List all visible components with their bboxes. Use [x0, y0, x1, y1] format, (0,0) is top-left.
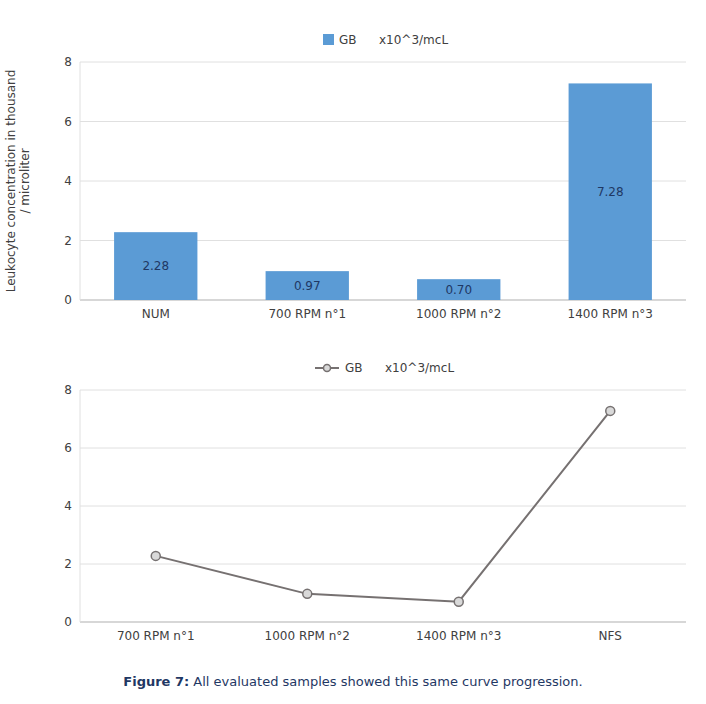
chart-line: 0 2 4 6 8 700 RPM n°1 1000 RPM n°2 1400 RPM n°3… — [64, 361, 686, 689]
caption-part: All evaluated samples showed this same c… — [189, 674, 583, 689]
grid-line — [80, 506, 686, 507]
figure: 0 2 4 6 8 NUM 700 RPM n°1 1000 RPM n°2 1400 RPM … — [0, 0, 706, 704]
data-labels: 2.28 0.97 0.70 7.28 — [142, 185, 623, 297]
y-axis-label-line: Leukocyte concentration in thousand — [4, 70, 18, 293]
x-tick-label: 1400 RPM n°3 — [416, 629, 501, 643]
bar — [266, 271, 349, 300]
grid-line — [80, 564, 686, 565]
marks — [114, 83, 652, 300]
data-label: 0.97 — [294, 279, 321, 293]
y-tick-label: 6 — [64, 441, 72, 455]
x-tick-label: 1000 RPM n°2 — [416, 307, 501, 321]
grid-line — [80, 62, 686, 63]
y-axis-line — [80, 62, 81, 300]
bar — [417, 279, 500, 300]
legend: GB x10^3/mcL — [323, 33, 448, 47]
legend-label: GB — [339, 33, 357, 47]
grid-line — [80, 622, 686, 623]
marks — [151, 406, 615, 606]
y-tick-label: 2 — [64, 557, 72, 571]
legend-label: GB — [345, 361, 363, 375]
legend-swatch — [323, 34, 334, 45]
data-label: 7.28 — [597, 185, 624, 199]
x-tick-label: 700 RPM n°1 — [268, 307, 346, 321]
y-tick-label: 8 — [64, 383, 72, 397]
background — [0, 0, 706, 704]
data-label: 2.28 — [142, 259, 169, 273]
legend-unit: x10^3/mcL — [379, 33, 448, 47]
bar — [114, 232, 197, 300]
y-axis-label: Leukocyte concentration in thousand/ mic… — [4, 70, 32, 293]
legend-unit: x10^3/mcL — [385, 361, 454, 375]
y-tick-label: 2 — [64, 234, 72, 248]
x-axis-line — [80, 622, 686, 623]
grid-line — [80, 448, 686, 449]
x-tick-label: 1000 RPM n°2 — [265, 629, 350, 643]
y-axis-line — [80, 390, 81, 622]
y-tick-label: 4 — [64, 499, 72, 513]
y-tick-label: 8 — [64, 55, 72, 69]
line — [156, 411, 611, 602]
marker — [151, 551, 160, 560]
data-label: 0.70 — [445, 283, 472, 297]
x-tick-label: 1400 RPM n°3 — [568, 307, 653, 321]
grid-line — [80, 390, 686, 391]
marker — [303, 589, 312, 598]
marker — [606, 406, 615, 415]
y-tick-label: 6 — [64, 115, 72, 129]
marker — [454, 597, 463, 606]
x-tick-label: NUM — [142, 307, 170, 321]
caption-part: Figure 7: — [123, 674, 189, 689]
x-tick-label: 700 RPM n°1 — [117, 629, 195, 643]
y-tick-label: 0 — [64, 293, 72, 307]
caption: Figure 7: All evaluated samples showed t… — [123, 674, 582, 689]
y-tick-label: 4 — [64, 174, 72, 188]
y-axis-label-line: / microliter — [18, 148, 32, 213]
y-tick-label: 0 — [64, 615, 72, 629]
legend: GB x10^3/mcL — [315, 361, 454, 375]
chart-bar: 0 2 4 6 8 NUM 700 RPM n°1 1000 RPM n°2 1400 RPM … — [4, 33, 686, 321]
legend-marker — [324, 365, 331, 372]
bar — [569, 83, 652, 300]
x-tick-label: NFS — [599, 629, 622, 643]
